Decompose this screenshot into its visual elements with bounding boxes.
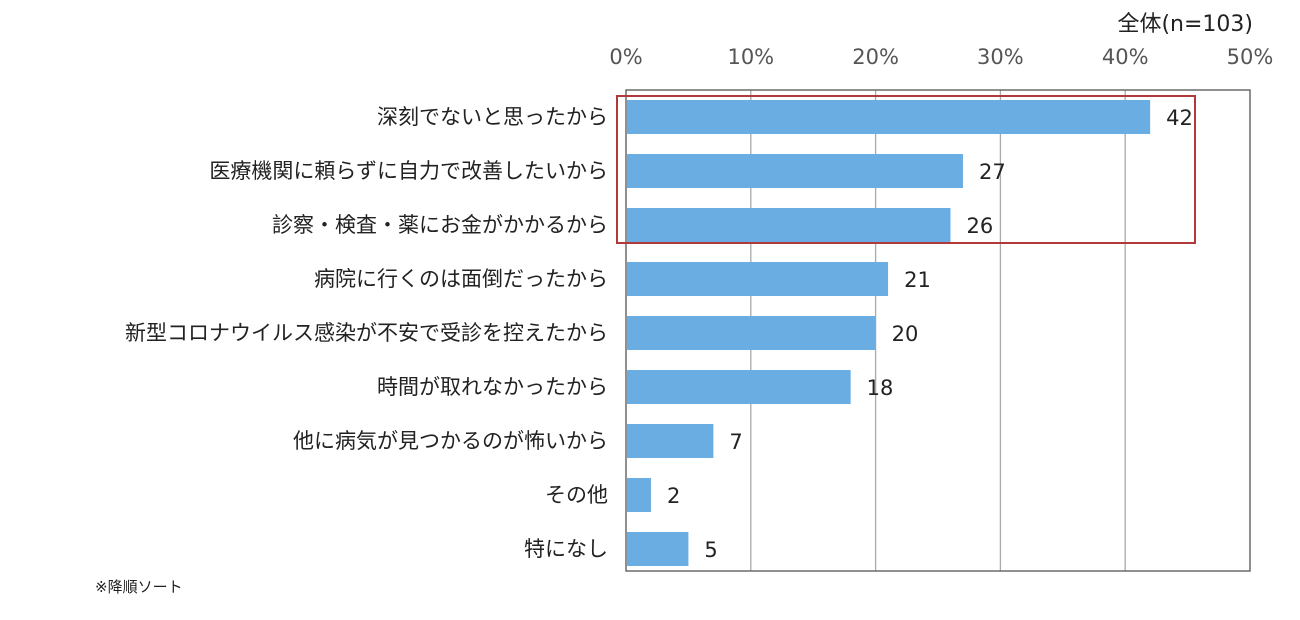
plot-frame xyxy=(625,89,1251,572)
data-label: 27 xyxy=(979,160,1006,184)
category-label: 診察・検査・薬にお金がかかるから xyxy=(272,213,608,237)
bar xyxy=(627,316,876,350)
x-tick-label: 0% xyxy=(609,45,642,69)
bar-layer xyxy=(627,100,1151,566)
data-label: 5 xyxy=(704,538,717,562)
category-label: 深刻でないと思ったから xyxy=(377,105,608,129)
data-label: 21 xyxy=(904,268,931,292)
bar xyxy=(627,478,651,512)
bar xyxy=(627,370,851,404)
category-label: その他 xyxy=(545,483,608,507)
data-label: 2 xyxy=(667,484,680,508)
category-label: 時間が取れなかったから xyxy=(377,375,608,399)
data-label: 26 xyxy=(966,214,993,238)
x-tick-label: 40% xyxy=(1102,45,1149,69)
category-label: 病院に行くのは面倒だったから xyxy=(314,267,608,291)
data-label: 7 xyxy=(729,430,742,454)
data-label: 20 xyxy=(892,322,919,346)
x-tick-label: 30% xyxy=(977,45,1024,69)
x-tick-label: 50% xyxy=(1227,45,1274,69)
value-label-layer: 42 27 26 21 20 18 7 2 5 xyxy=(667,106,1193,562)
category-label: 医療機関に頼らずに自力で改善したいから xyxy=(209,159,608,183)
category-label: 新型コロナウイルス感染が不安で受診を控えたから xyxy=(125,321,608,345)
tick-layer: 0% 10% 20% 30% 40% 50% xyxy=(609,45,1273,69)
data-label: 18 xyxy=(867,376,894,400)
chart-header: 全体(n=103) xyxy=(1117,12,1253,37)
bar xyxy=(627,100,1151,134)
category-label: 他に病気が見つかるのが怖いから xyxy=(293,429,608,453)
category-label-layer: 深刻でないと思ったから医療機関に頼らずに自力で改善したいから診察・検査・薬にお金… xyxy=(125,105,608,561)
highlight-box xyxy=(616,95,1196,244)
category-label: 特になし xyxy=(524,537,608,561)
bar xyxy=(627,208,951,242)
x-tick-label: 10% xyxy=(727,45,774,69)
bar xyxy=(627,154,963,188)
x-tick-label: 20% xyxy=(852,45,899,69)
bar xyxy=(627,262,889,296)
footnote: ※降順ソート xyxy=(95,578,183,596)
bar xyxy=(627,424,714,458)
data-label: 42 xyxy=(1166,106,1193,130)
bar xyxy=(627,532,689,566)
